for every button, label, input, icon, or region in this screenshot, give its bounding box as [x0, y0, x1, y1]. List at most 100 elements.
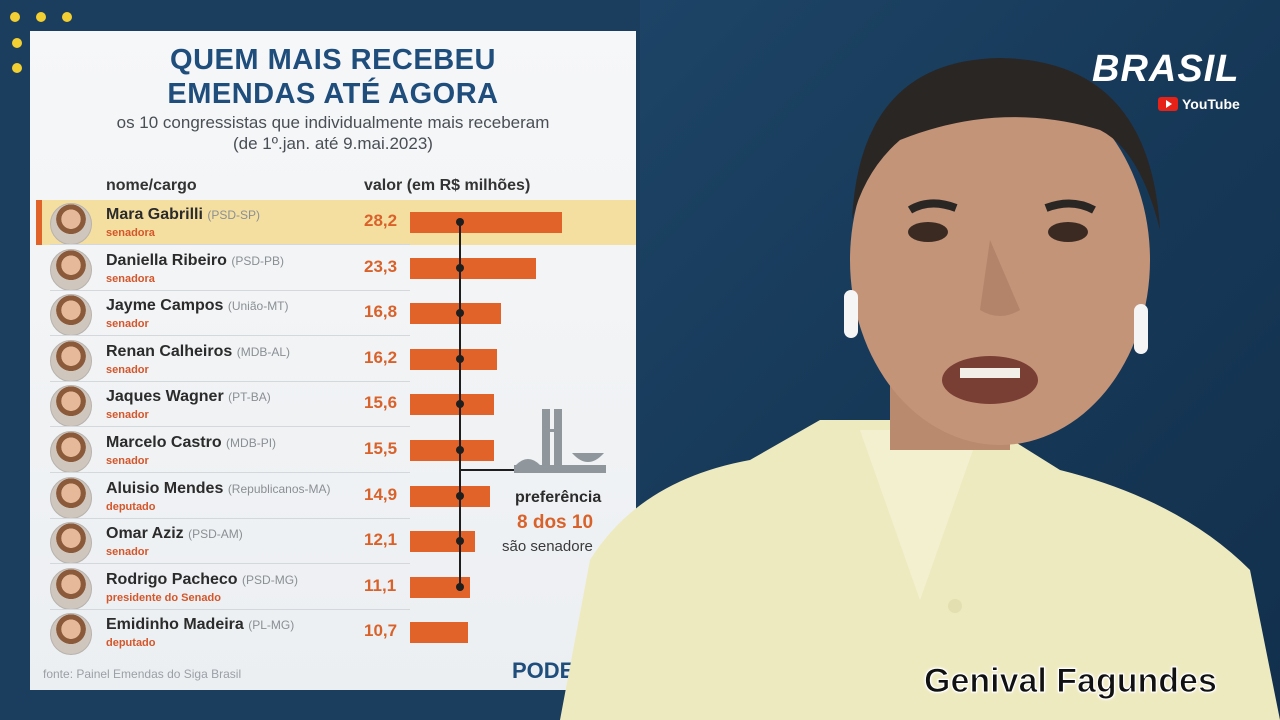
row-name: Renan Calheiros (MDB-AL) [106, 343, 290, 361]
value-bar [410, 394, 495, 416]
value-label: 15,5 [364, 439, 398, 458]
median-dot [456, 582, 464, 591]
ranking-row: Marcelo Castro (MDB-PI) senador 15,5 [36, 428, 636, 473]
role-label: deputado [106, 637, 156, 650]
person-name: Jayme Campos [106, 297, 224, 315]
value-bar [410, 303, 501, 325]
avatar [50, 385, 92, 428]
row-divider [50, 517, 410, 519]
value-label: 14,9 [364, 484, 398, 504]
role-label: senadora [106, 227, 155, 239]
person-name: Renan Calheiros [106, 342, 233, 360]
presenter-caption: Genival Fagundes [924, 662, 1218, 701]
ranking-row: Mara Gabrilli (PSD-SP) senadora 28,2 [36, 200, 636, 245]
party-label: (PL-MG) [248, 618, 295, 633]
person-name: Jaques Wagner [106, 388, 224, 406]
ranking-row: Emidinho Madeira (PL-MG) deputado 10,7 [36, 610, 636, 656]
party-label: (União-MT) [227, 299, 289, 314]
median-line [459, 221, 461, 585]
role-label: senadora [106, 272, 155, 285]
role-label: senador [106, 363, 149, 376]
person-name: Daniella Ribeiro [106, 251, 227, 269]
column-header-value: valor (em R$ milhões) [364, 177, 531, 194]
value-label: 16,8 [364, 302, 398, 322]
value-bar [410, 348, 498, 370]
role-label: senador [106, 546, 149, 559]
poder-logo: PODE [512, 658, 575, 683]
avatar [50, 339, 92, 382]
value-label: 12,1 [364, 530, 398, 550]
value-bar [410, 531, 476, 553]
ranking-row: Aluisio Mendes (Republicanos-MA) deputado… [36, 474, 636, 519]
row-divider [50, 563, 410, 565]
avatar [50, 294, 92, 337]
avatar [50, 431, 92, 473]
party-label: (PSD-PB) [231, 253, 285, 268]
person-name: Aluisio Mendes [106, 479, 224, 497]
pointer-line [460, 469, 544, 471]
value-label: 23,3 [364, 256, 398, 276]
party-label: (MDB-AL) [236, 344, 291, 359]
infographic-title-line1: QUEM MAIS RECEBEU [170, 44, 496, 76]
value-bar [410, 622, 468, 644]
row-divider [50, 472, 410, 473]
person-name: Marcelo Castro [106, 434, 222, 451]
value-bar [410, 257, 536, 279]
ranking-row: Omar Aziz (PSD-AM) senador 12,1 [36, 519, 636, 565]
row-divider [50, 608, 410, 610]
row-divider [50, 335, 410, 337]
preference-heading: preferência [515, 489, 602, 506]
highlight-accent [36, 200, 42, 245]
ranking-row: Renan Calheiros (MDB-AL) senador 16,2 [36, 337, 636, 382]
avatar [50, 248, 92, 291]
value-label: 16,2 [364, 347, 398, 367]
infographic-title-line2: EMENDAS ATÉ AGORA [167, 78, 499, 110]
ranking-row: Rodrigo Pacheco (PSD-MG) presidente do Se… [36, 565, 636, 610]
party-label: (PSD-MG) [242, 572, 299, 587]
row-name: Daniella Ribeiro (PSD-PB) [106, 252, 284, 270]
youtube-label: YouTube [1182, 96, 1240, 112]
value-label: 11,1 [364, 575, 397, 595]
row-name: Rodrigo Pacheco (PSD-MG) [106, 571, 298, 589]
row-name: Aluisio Mendes (Republicanos-MA) [106, 480, 331, 498]
value-bar [410, 576, 470, 598]
row-name: Jayme Campos (União-MT) [106, 297, 289, 315]
avatar [50, 567, 92, 610]
party-label: (PSD-AM) [188, 527, 243, 542]
infographic-subtitle-line1: os 10 congressistas que individualmente … [116, 113, 550, 132]
row-name: Marcelo Castro (MDB-PI) [106, 434, 276, 452]
person-name: Mara Gabrilli [106, 206, 203, 223]
infographic-subtitle-line2: (de 1º.jan. até 9.mai.2023) [233, 134, 433, 153]
value-bar [410, 440, 494, 461]
ranking-row: Daniella Ribeiro (PSD-PB) senadora 23,3 [36, 246, 636, 291]
row-name: Mara Gabrilli (PSD-SP) [106, 206, 260, 224]
party-label: (Republicanos-MA) [227, 481, 331, 496]
preference-stat: 8 dos 10 [517, 512, 594, 533]
avatar [50, 613, 92, 656]
row-divider [50, 289, 410, 291]
avatar [50, 476, 92, 519]
value-label: 15,6 [364, 393, 398, 413]
avatar [50, 203, 92, 245]
role-label: senador [106, 318, 149, 331]
congress-building-icon [514, 409, 606, 473]
ranking-row: Jayme Campos (União-MT) senador 16,8 [36, 291, 636, 337]
column-header-name: nome/cargo [106, 177, 197, 194]
preference-subtext: são senadore [502, 538, 593, 555]
party-label: (PSD-SP) [207, 208, 261, 222]
person-name: Emidinho Madeira [106, 616, 244, 634]
value-label: 10,7 [364, 621, 398, 641]
role-label: senador [106, 455, 149, 467]
person-name: Rodrigo Pacheco [106, 570, 238, 588]
row-name: Omar Aziz (PSD-AM) [106, 525, 243, 543]
row-divider [50, 244, 410, 245]
value-bar [410, 485, 491, 507]
infographic-card: QUEM MAIS RECEBEU EMENDAS ATÉ AGORA os 1… [30, 31, 636, 690]
party-label: (PT-BA) [228, 390, 271, 405]
role-label: presidente do Senado [106, 591, 221, 604]
row-name: Emidinho Madeira (PL-MG) [106, 616, 294, 634]
role-label: senador [106, 409, 149, 422]
value-label: 28,2 [364, 211, 398, 230]
ranking-row: Jaques Wagner (PT-BA) senador 15,6 [36, 382, 636, 428]
youtube-badge: YouTube [1158, 96, 1240, 112]
